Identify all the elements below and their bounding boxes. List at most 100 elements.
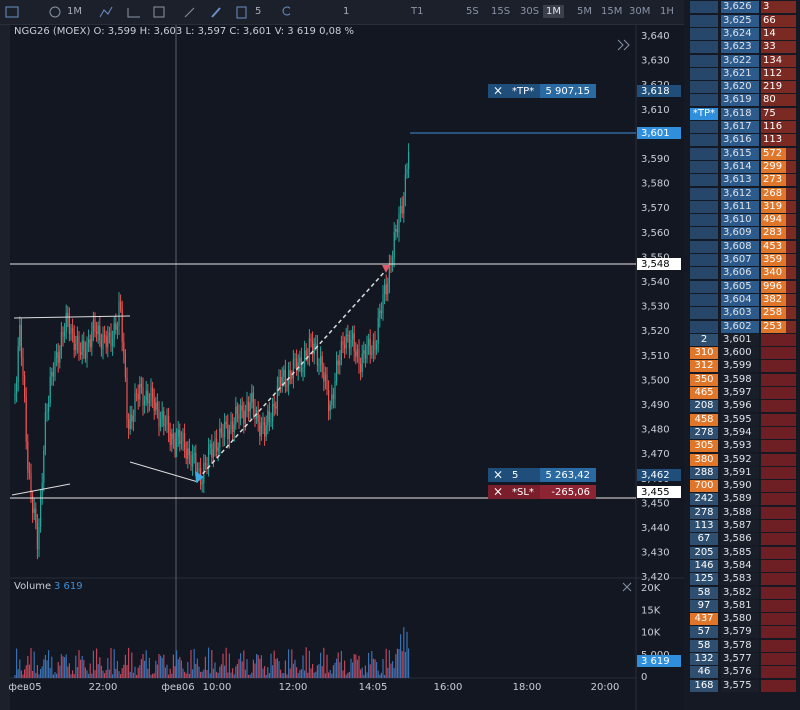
book-row[interactable]: 3,594 278: [684, 426, 800, 440]
book-row[interactable]: 3,590 700: [684, 480, 800, 493]
timeframe-button[interactable]: 15M: [601, 6, 623, 17]
book-row[interactable]: 3,576 46: [684, 666, 800, 679]
candle-body: [339, 360, 341, 366]
book-row[interactable]: 3,583 125: [684, 573, 800, 586]
book-row[interactable]: 3,618 75 *TP*: [684, 107, 800, 121]
interval[interactable]: 1M: [67, 6, 82, 17]
volume-bar: [171, 673, 173, 678]
count[interactable]: 5: [255, 6, 262, 17]
book-row[interactable]: 3,622 134: [684, 54, 800, 68]
book-ask-empty: [761, 506, 796, 519]
book-row[interactable]: 3,614 299: [684, 160, 800, 174]
timeframe-button[interactable]: 1H: [660, 6, 674, 17]
book-row[interactable]: 3,601 2: [684, 333, 800, 347]
volume-bar: [318, 664, 320, 678]
book-row[interactable]: 3,612 268: [684, 187, 800, 201]
timeframe-button[interactable]: 30S: [520, 6, 540, 17]
timeframe-button[interactable]: 30M: [629, 6, 651, 17]
price-label: 3,520: [641, 326, 670, 337]
candle-body: [224, 421, 226, 438]
book-row[interactable]: 3,625 66: [684, 14, 800, 28]
book-row[interactable]: 3,605 996: [684, 280, 800, 294]
layers[interactable]: 1: [343, 6, 350, 17]
volume-bar: [323, 647, 325, 678]
book-row[interactable]: 3,597 465: [684, 387, 800, 400]
book-row[interactable]: 3,620 219: [684, 81, 800, 94]
book-row[interactable]: 3,616 113: [684, 134, 800, 147]
volume-bar: [148, 657, 150, 678]
book-row[interactable]: 3,584 146: [684, 559, 800, 573]
book-row[interactable]: 3,611 319: [684, 200, 800, 214]
book-row[interactable]: 3,586 67: [684, 533, 800, 546]
book-row[interactable]: 3,592 380: [684, 453, 800, 467]
book-row[interactable]: 3,621 112: [684, 67, 800, 81]
candle-body: [374, 340, 376, 350]
book-row[interactable]: 3,619 80: [684, 94, 800, 107]
volume-bar: [404, 652, 406, 678]
book-row[interactable]: 3,578 58: [684, 639, 800, 653]
toolbar-icons: [5, 6, 290, 19]
book-row[interactable]: 3,585 205: [684, 546, 800, 560]
book-row[interactable]: 3,587 113: [684, 520, 800, 533]
volume-bar: [240, 653, 242, 678]
volume-bar: [212, 668, 214, 678]
volume-bar: [377, 670, 379, 678]
book-row[interactable]: 3,579 57: [684, 626, 800, 639]
expand-icon[interactable]: [617, 39, 630, 51]
book-row[interactable]: 3,615 572: [684, 147, 800, 161]
book-row[interactable]: 3,596 208: [684, 400, 800, 413]
volume-bar: [41, 666, 43, 678]
volume-bar: [161, 657, 163, 678]
book-row[interactable]: 3,595 458: [684, 413, 800, 427]
book-row[interactable]: 3,598 350: [684, 373, 800, 387]
candle-body: [86, 342, 88, 359]
price-tag: 3,462: [641, 470, 670, 481]
timeframe-button[interactable]: 5S: [466, 6, 479, 17]
candle-body: [161, 411, 163, 419]
volume-axis-label: 0: [641, 672, 647, 683]
volume-bar: [233, 674, 235, 678]
book-row[interactable]: 3,602 253: [684, 320, 800, 334]
volume-bar: [232, 668, 234, 678]
book-row[interactable]: 3,577 132: [684, 653, 800, 666]
book-row[interactable]: 3,600 310: [684, 347, 800, 360]
book-row[interactable]: 3,624 14: [684, 27, 800, 41]
book-row[interactable]: 3,580 437: [684, 613, 800, 626]
book-row[interactable]: 3,617 116: [684, 121, 800, 134]
candle-body: [260, 424, 262, 437]
book-row[interactable]: 3,593 305: [684, 440, 800, 453]
book-row[interactable]: 3,581 97: [684, 599, 800, 613]
book-row[interactable]: 3,626 3: [684, 1, 800, 14]
book-row[interactable]: 3,591 288: [684, 466, 800, 480]
volume-bar: [312, 663, 314, 678]
candle-body: [326, 374, 328, 390]
volume-bar: [139, 665, 141, 678]
book-row[interactable]: 3,588 278: [684, 506, 800, 520]
book-row[interactable]: 3,599 312: [684, 360, 800, 373]
timeframe-button[interactable]: 1M: [543, 5, 564, 18]
book-row[interactable]: 3,609 283: [684, 227, 800, 240]
order-close[interactable]: ×: [493, 485, 503, 499]
book-row[interactable]: 3,607 359: [684, 254, 800, 267]
order-close[interactable]: ×: [493, 468, 503, 482]
candle-body: [235, 406, 237, 425]
timeframe-button[interactable]: 5M: [577, 6, 592, 17]
book-row[interactable]: 3,623 33: [684, 41, 800, 54]
close-icon[interactable]: [622, 582, 632, 592]
book-row[interactable]: 3,610 494: [684, 214, 800, 227]
timeframe-button[interactable]: 15S: [491, 6, 511, 17]
book-row[interactable]: 3,606 340: [684, 267, 800, 280]
candle-body: [308, 338, 310, 357]
timeframe-button[interactable]: T1: [411, 6, 424, 17]
order-close[interactable]: ×: [493, 84, 503, 98]
book-ask-empty: [761, 639, 796, 652]
book-row[interactable]: 3,608 453: [684, 240, 800, 254]
book-row[interactable]: 3,589 242: [684, 493, 800, 506]
book-row[interactable]: 3,613 273: [684, 174, 800, 187]
book-row[interactable]: 3,603 258: [684, 307, 800, 320]
book-row[interactable]: 3,604 382: [684, 293, 800, 307]
price-label: 3,590: [641, 154, 670, 165]
book-row[interactable]: 3,582 58: [684, 586, 800, 600]
book-row[interactable]: 3,575 168: [684, 679, 800, 693]
volume-bar: [145, 650, 147, 678]
